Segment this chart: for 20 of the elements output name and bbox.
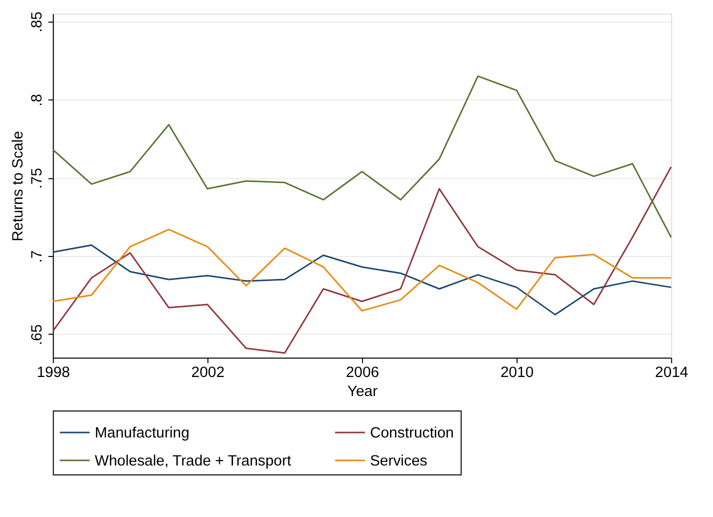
y-axis-title: Returns to Scale bbox=[9, 130, 26, 242]
x-tick-label: 2006 bbox=[346, 364, 380, 382]
legend-label: Construction bbox=[370, 424, 454, 442]
line-series bbox=[52, 166, 672, 354]
y-tick-label: .65 bbox=[28, 324, 46, 346]
y-tick-label: .75 bbox=[28, 168, 46, 189]
x-tick-label: 2014 bbox=[655, 364, 688, 382]
y-tick-label: .8 bbox=[28, 94, 46, 106]
y-tick-label: .7 bbox=[28, 250, 46, 263]
legend-label: Services bbox=[370, 452, 428, 470]
x-tick-label: 2002 bbox=[191, 364, 225, 382]
line-series bbox=[52, 244, 672, 316]
x-tick-label: 1998 bbox=[36, 364, 70, 382]
line-series bbox=[52, 228, 672, 312]
x-axis-title: Year bbox=[347, 383, 378, 400]
x-tick-label: 2010 bbox=[500, 364, 534, 382]
y-tick-label: .85 bbox=[28, 12, 46, 32]
legend-label: Manufacturing bbox=[94, 424, 190, 442]
line-series bbox=[52, 75, 672, 238]
legend-label: Wholesale, Trade + Transport bbox=[94, 452, 292, 470]
